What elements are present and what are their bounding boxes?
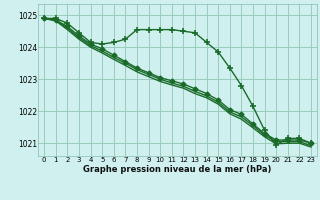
X-axis label: Graphe pression niveau de la mer (hPa): Graphe pression niveau de la mer (hPa)	[84, 165, 272, 174]
